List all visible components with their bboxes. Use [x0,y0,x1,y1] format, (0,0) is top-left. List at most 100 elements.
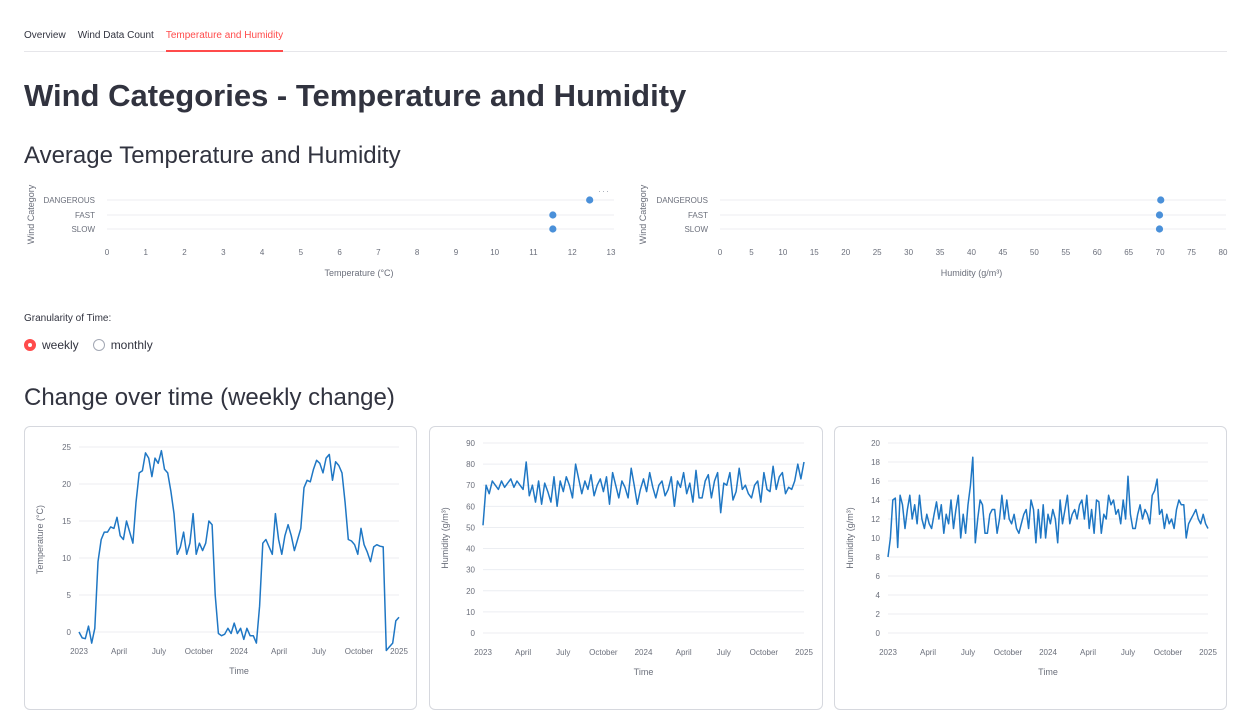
x-tick-label: April [676,648,692,657]
series-line [482,461,805,526]
x-tick-label: 20 [841,248,850,257]
x-tick-label: 8 [415,248,420,257]
granularity-label: Granularity of Time: [24,313,112,324]
category-label: DANGEROUS [656,196,708,205]
y-tick-label: 70 [466,481,475,490]
x-tick-label: 2024 [1039,648,1057,657]
x-tick-label: July [312,647,326,656]
y-tick-label: 30 [466,566,475,575]
temperature-over-time-card: 0 5 10 15 20 25 2023 April July October 2024 April J… [24,426,417,710]
x-tick-label: October [345,647,374,656]
x-tick-label: 11 [529,248,538,257]
y-tick-label: 16 [871,477,880,486]
x-tick-label: 45 [998,248,1007,257]
x-tick-label: October [589,648,618,657]
x-tick-label: July [556,648,570,657]
x-tick-label: 2 [182,248,187,257]
y-tick-label: 20 [466,587,475,596]
change-section-title: Change over time (weekly change) [24,384,395,411]
y-tick-label: 2 [876,610,881,619]
x-tick-label: 4 [260,248,265,257]
x-tick-label: 10 [778,248,787,257]
y-tick-label: 0 [876,629,881,638]
x-tick-label: 35 [936,248,945,257]
x-axis-label: Time [1038,667,1058,677]
x-tick-label: 55 [1061,248,1070,257]
y-tick-label: 8 [876,553,881,562]
x-tick-label: 6 [337,248,342,257]
series-line [78,449,400,652]
data-point [549,211,557,219]
tab-wind-data-count[interactable]: Wind Data Count [77,30,154,41]
x-tick-label: April [920,648,936,657]
x-tick-label: 25 [873,248,882,257]
y-tick-label: 10 [466,608,475,617]
y-axis-label: Humidity (g/m³) [845,507,855,569]
x-tick-label: 2025 [1199,648,1217,657]
radio-monthly-indicator [92,339,105,351]
chart-menu-icon[interactable]: ··· [598,186,610,196]
x-tick-label: October [185,647,214,656]
x-tick-label: April [111,647,127,656]
avg-humidity-chart: DANGEROUS FAST SLOW 0 5 10 15 20 25 30 35 40 45 50 55 6… [638,184,1228,278]
y-tick-label: 0 [471,629,476,638]
data-point [1155,211,1164,219]
x-tick-label: July [717,648,731,657]
y-tick-label: 0 [67,628,72,637]
x-tick-label: July [152,647,166,656]
category-label: FAST [75,211,95,220]
series-line [887,456,1209,558]
x-tick-label: 10 [490,248,499,257]
x-tick-label: 15 [810,248,819,257]
tab-overview[interactable]: Overview [24,30,66,41]
y-axis-label: Wind Category [638,184,648,244]
category-label: SLOW [71,225,95,234]
category-label: DANGEROUS [43,196,95,205]
x-tick-label: 65 [1124,248,1133,257]
y-tick-label: 12 [871,515,880,524]
radio-monthly-label: monthly [110,338,153,352]
x-tick-label: 60 [1093,248,1102,257]
radio-weekly-indicator [24,339,36,351]
x-tick-label: 40 [967,248,976,257]
x-tick-label: 2024 [230,647,248,656]
page-title: Wind Categories - Temperature and Humidi… [24,78,687,113]
x-tick-label: 3 [221,248,226,257]
x-tick-label: 2025 [390,647,408,656]
x-tick-label: 2023 [474,648,492,657]
humidity-range-over-time-card: 0 2 4 6 8 10 12 14 16 18 20 2023 April July October 202… [834,426,1227,710]
radio-weekly-label: weekly [42,338,79,352]
x-tick-label: 2024 [635,648,653,657]
x-tick-label: April [1080,648,1096,657]
y-tick-label: 90 [466,439,475,448]
x-tick-label: 1 [144,248,149,257]
category-label: SLOW [684,225,708,234]
x-tick-label: 13 [607,248,616,257]
tab-temperature-and-humidity[interactable]: Temperature and Humidity [165,22,284,52]
x-axis-label: Temperature (°C) [324,268,393,278]
x-tick-label: 2025 [795,648,813,657]
humidity-over-time-chart: 0 10 20 30 40 50 60 70 80 90 2023 April July October 2… [440,439,813,677]
humidity-range-over-time-chart: 0 2 4 6 8 10 12 14 16 18 20 2023 April July October 202… [845,439,1217,677]
y-tick-label: 6 [876,572,881,581]
x-axis-label: Time [634,667,654,677]
x-axis-label: Time [229,666,249,676]
y-tick-label: 10 [62,554,71,563]
data-point [1155,225,1164,233]
x-tick-label: 2023 [879,648,897,657]
y-axis-label: Humidity (g/m³) [440,507,450,569]
x-tick-label: October [1154,648,1183,657]
x-tick-label: 30 [904,248,913,257]
y-tick-label: 4 [876,591,881,600]
y-tick-label: 14 [871,496,880,505]
y-tick-label: 20 [62,480,71,489]
x-tick-label: 50 [1030,248,1039,257]
y-tick-label: 40 [466,545,475,554]
humidity-over-time-card: 0 10 20 30 40 50 60 70 80 90 2023 April July October 2… [429,426,823,710]
radio-monthly[interactable]: monthly [92,338,153,352]
y-tick-label: 18 [871,458,880,467]
data-point [549,225,557,233]
x-tick-label: 2023 [70,647,88,656]
radio-weekly[interactable]: weekly [24,338,79,352]
